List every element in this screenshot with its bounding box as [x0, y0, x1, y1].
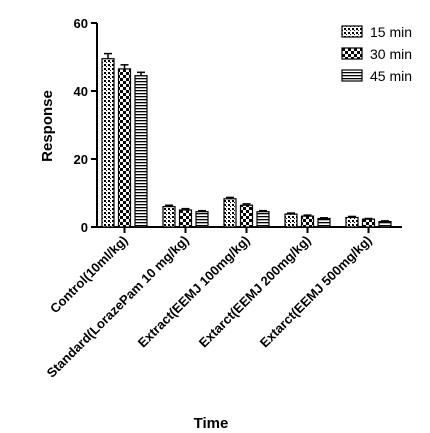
- legend-label: 45 min: [370, 68, 412, 84]
- bar: [378, 220, 392, 228]
- bar: [300, 215, 315, 228]
- bar: [101, 58, 115, 228]
- bar: [345, 216, 359, 228]
- bar: [178, 209, 193, 228]
- y-axis-label: Response: [39, 90, 56, 162]
- bar: [361, 218, 376, 228]
- bar: [223, 198, 237, 228]
- bars-group: [101, 52, 392, 228]
- bar: [134, 75, 148, 228]
- y-tick-label: 60: [74, 16, 88, 31]
- bar: [256, 211, 270, 228]
- legend-swatch: [341, 47, 363, 60]
- bar: [284, 213, 298, 228]
- legend: 15 min 30 min 45 min: [341, 24, 412, 84]
- y-tick-label: 0: [81, 220, 88, 235]
- legend-swatch: [341, 69, 363, 82]
- y-tick-label: 40: [74, 84, 88, 99]
- bar: [195, 211, 209, 228]
- legend-label: 15 min: [370, 24, 412, 40]
- y-tick-label: 20: [74, 152, 88, 167]
- x-axis-label: Time: [194, 415, 229, 432]
- bar: [239, 204, 254, 228]
- x-tick-labels: Control(10ml/kg)Standard(LorazePam 10 mg…: [44, 233, 375, 381]
- legend-swatch: [341, 25, 363, 38]
- bar: [317, 217, 331, 228]
- legend-label: 30 min: [370, 46, 412, 62]
- x-tick-label: Extarct(EEMJ 500mg/kg): [257, 233, 375, 351]
- x-tick-label: Extract(EEMJ 100mg/kg): [135, 233, 253, 351]
- x-tick-label: Extarct(EEMJ 200mg/kg): [196, 233, 314, 351]
- bar: [117, 68, 132, 228]
- bar: [162, 206, 176, 228]
- axes: 0 20 40 60: [74, 16, 402, 235]
